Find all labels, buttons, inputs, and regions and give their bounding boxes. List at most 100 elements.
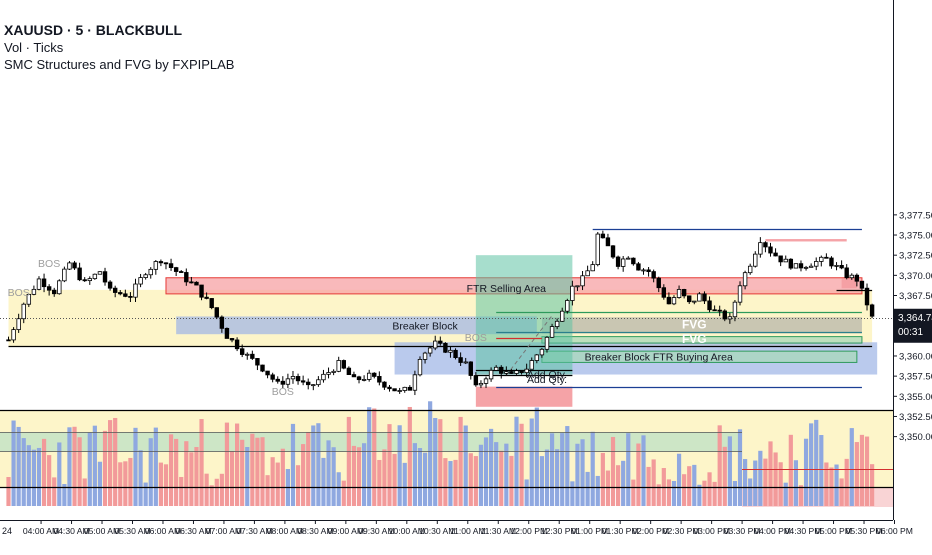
candle-body[interactable] [549, 326, 555, 338]
candle-body[interactable] [158, 261, 164, 264]
candle-body[interactable] [854, 274, 860, 282]
candle-body[interactable] [737, 285, 743, 303]
candle-body[interactable] [290, 376, 296, 380]
candle-body[interactable] [356, 376, 362, 381]
candle-body[interactable] [163, 262, 169, 265]
candle-body[interactable] [758, 242, 763, 255]
candle-body[interactable] [793, 263, 799, 269]
candle-body[interactable] [214, 307, 219, 318]
last-price-badge[interactable] [894, 308, 932, 343]
candle-body[interactable] [194, 281, 199, 286]
candle-body[interactable] [382, 381, 387, 388]
candle-body[interactable] [778, 255, 783, 263]
candle-body[interactable] [448, 349, 453, 353]
candle-body[interactable] [245, 353, 250, 356]
candle-body[interactable] [77, 267, 82, 281]
candle-body[interactable] [143, 274, 148, 278]
candle-body[interactable] [580, 275, 585, 287]
candle-body[interactable] [631, 257, 636, 265]
candle-body[interactable] [21, 303, 26, 320]
candle-body[interactable] [361, 379, 367, 381]
candle-body[interactable] [803, 266, 809, 269]
candle-body[interactable] [493, 366, 499, 371]
candle-body[interactable] [107, 281, 113, 289]
candle-body[interactable] [92, 273, 98, 280]
candle-body[interactable] [41, 278, 47, 288]
candle-body[interactable] [712, 309, 717, 312]
candle-body[interactable] [138, 277, 143, 285]
candle-body[interactable] [468, 361, 473, 376]
candle-body[interactable] [565, 300, 570, 312]
candle-body[interactable] [168, 263, 174, 268]
candle-body[interactable] [52, 289, 57, 295]
candle-body[interactable] [717, 309, 722, 312]
candle-body[interactable] [656, 277, 661, 289]
candle-body[interactable] [397, 390, 402, 392]
candle-body[interactable] [377, 376, 382, 383]
candle-body[interactable] [747, 265, 753, 274]
candle-body[interactable] [295, 376, 301, 382]
candle-body[interactable] [595, 233, 600, 266]
candle-body[interactable] [453, 349, 458, 359]
candle-body[interactable] [768, 246, 773, 254]
candle-body[interactable] [742, 272, 748, 287]
candle-body[interactable] [529, 360, 534, 370]
candle-body[interactable] [392, 388, 397, 392]
candle-body[interactable] [504, 371, 509, 374]
candle-body[interactable] [366, 372, 372, 380]
candle-body[interactable] [209, 298, 214, 309]
candle-body[interactable] [687, 295, 692, 303]
candle-body[interactable] [311, 384, 316, 387]
candle-body[interactable] [270, 374, 275, 380]
candle-body[interactable] [824, 256, 829, 259]
candle-body[interactable] [422, 352, 428, 360]
candle-body[interactable] [844, 267, 849, 279]
candle-body[interactable] [427, 347, 433, 354]
candle-body[interactable] [483, 378, 489, 384]
candle-body[interactable] [133, 283, 138, 298]
candle-body[interactable] [615, 256, 621, 267]
candle-body[interactable] [600, 233, 606, 239]
candle-body[interactable] [336, 360, 341, 372]
candle-body[interactable] [87, 278, 92, 282]
candle-body[interactable] [57, 280, 62, 295]
candle-body[interactable] [722, 310, 727, 320]
candle-body[interactable] [280, 380, 286, 385]
candle-body[interactable] [128, 296, 133, 298]
candle-body[interactable] [519, 370, 524, 374]
candle-body[interactable] [306, 381, 311, 386]
candle-body[interactable] [478, 382, 484, 386]
candle-body[interactable] [676, 289, 682, 298]
candle-body[interactable] [184, 272, 189, 283]
candle-body[interactable] [97, 271, 103, 275]
candle-body[interactable] [590, 264, 595, 272]
candle-body[interactable] [834, 264, 839, 267]
price-axis[interactable]: 3,350.00 3,352.50 3,355.00 3,357.50 3,360.00… [893, 0, 932, 550]
candle-body[interactable] [783, 258, 788, 263]
candle-body[interactable] [326, 372, 331, 375]
candle-body[interactable] [72, 262, 77, 269]
candle-body[interactable] [829, 257, 834, 267]
candle-body[interactable] [341, 360, 346, 369]
candle-body[interactable] [808, 265, 814, 268]
candle-body[interactable] [16, 318, 21, 331]
candle-body[interactable] [67, 262, 72, 270]
candle-body[interactable] [524, 368, 529, 374]
candle-body[interactable] [753, 253, 758, 267]
candle-body[interactable] [239, 348, 245, 355]
candle-body[interactable] [636, 263, 641, 271]
candle-body[interactable] [539, 348, 545, 356]
candle-body[interactable] [321, 373, 326, 381]
candle-body[interactable] [148, 268, 153, 276]
candle-body[interactable] [839, 264, 844, 269]
candle-body[interactable] [402, 386, 407, 391]
candle-body[interactable] [610, 245, 616, 258]
candle-body[interactable] [351, 374, 357, 378]
candle-body[interactable] [651, 271, 656, 279]
candle-body[interactable] [260, 364, 265, 372]
candle-body[interactable] [417, 358, 423, 376]
candle-body[interactable] [300, 380, 306, 383]
candle-body[interactable] [620, 258, 626, 267]
candle-body[interactable] [372, 372, 377, 377]
